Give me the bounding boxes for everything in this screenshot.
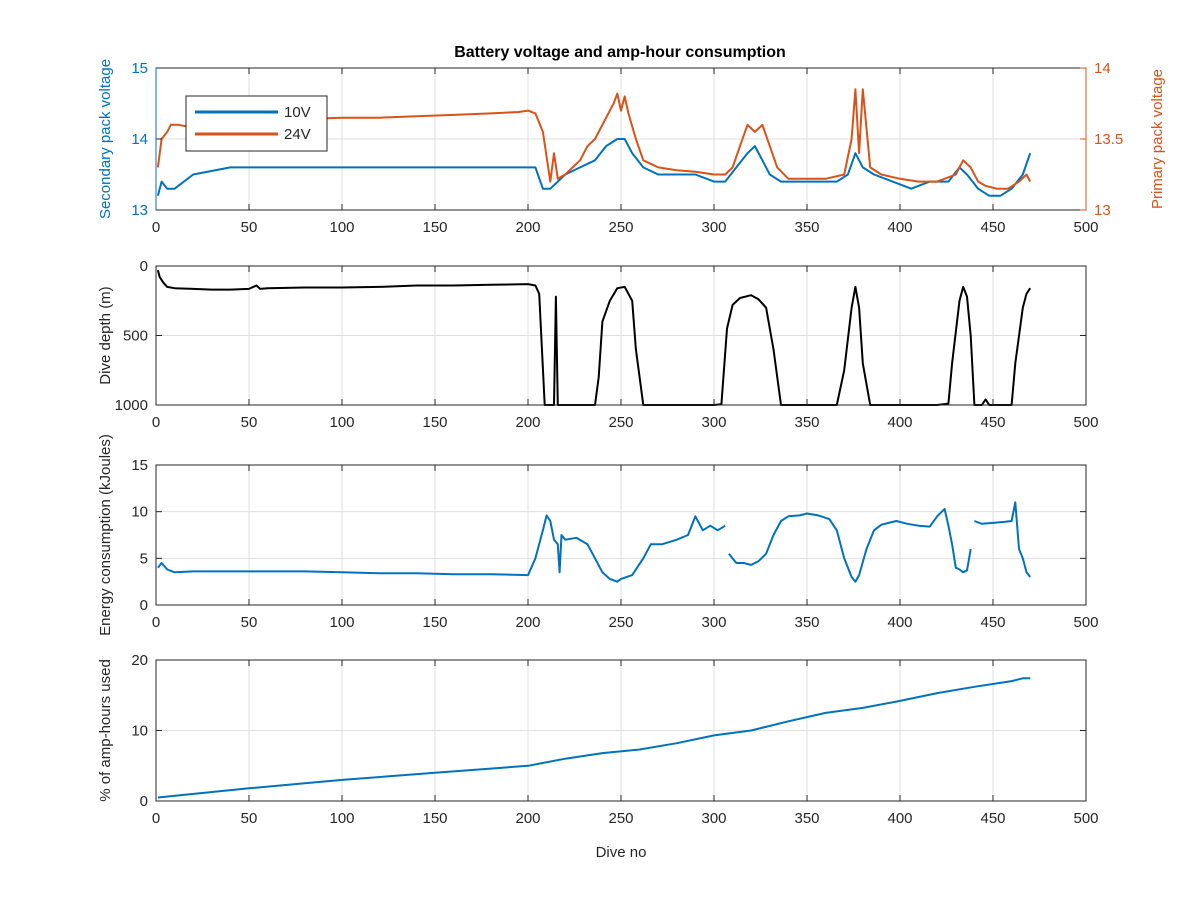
series-line-10v [156, 138, 1032, 197]
y-tick-label: 14 [131, 131, 148, 148]
x-tick-label: 50 [241, 414, 258, 431]
x-tick-label: 0 [152, 219, 160, 236]
y-tick-label: 0 [140, 258, 148, 275]
y-tick-label: 15 [131, 60, 148, 77]
series-line-series-1 [156, 269, 1032, 406]
x-tick-label: 150 [422, 414, 447, 431]
x-tick-label: 0 [152, 414, 160, 431]
series-group [157, 501, 1031, 583]
series-group [156, 88, 1032, 197]
y-tick-label: 10 [131, 504, 148, 521]
y-axis-label: Energy consumption (kJoules) [97, 434, 114, 636]
legend-label-10v: 10V [284, 104, 311, 121]
x-tick-label: 100 [329, 414, 354, 431]
subplot-3: 0 50 100 150 200 250 300 350 400 450 500 0 5 10 15 Ener… [97, 434, 1099, 636]
x-tick-label: 500 [1073, 414, 1098, 431]
x-tick-label: 500 [1073, 810, 1098, 827]
x-tick-label: 100 [329, 810, 354, 827]
figure-title: Battery voltage and amp-hour consumption [454, 44, 786, 61]
x-tick-label: 300 [701, 810, 726, 827]
x-tick-label: 50 [241, 614, 258, 631]
series-line-series-1-segment-1 [157, 514, 726, 583]
x-tick-label: 150 [422, 614, 447, 631]
y-tick-label: 15 [131, 457, 148, 474]
x-tick-label: 100 [329, 219, 354, 236]
x-tick-label: 200 [515, 810, 540, 827]
x-tick-label: 50 [241, 219, 258, 236]
right-tick-label: 14 [1094, 60, 1111, 77]
series-line-series-1-segment-2 [728, 507, 972, 583]
x-tick-label: 400 [887, 614, 912, 631]
x-tick-label: 400 [887, 414, 912, 431]
y-tick-label: 500 [123, 328, 148, 345]
x-tick-label: 150 [422, 219, 447, 236]
x-tick-label: 150 [422, 810, 447, 827]
y-tick-label: 0 [140, 597, 148, 614]
x-tick-label: 100 [329, 614, 354, 631]
x-tick-label: 450 [980, 219, 1005, 236]
subplot-2: 0 50 100 150 200 250 300 350 400 450 500 0 500 1000Di… [97, 258, 1099, 431]
series-group [157, 677, 1031, 799]
x-tick-label: 300 [701, 414, 726, 431]
x-tick-label: 400 [887, 810, 912, 827]
subplot-stack: 0 50 100 150 200 250 300 350 400 450 5001314151313… [97, 59, 1166, 861]
x-tick-label: 200 [515, 219, 540, 236]
subplot-4: 0 50 100 150 200 250 300 350 400 450 500 0 10 20 % of … [97, 652, 1099, 861]
right-tick-label: 13 [1094, 202, 1111, 219]
x-tick-label: 50 [241, 810, 258, 827]
y-axis-label: % of amp-hours used [97, 659, 114, 802]
y-tick-label: 10 [131, 723, 148, 740]
x-tick-label: 350 [794, 614, 819, 631]
y-tick-label: 1000 [115, 397, 148, 414]
x-tick-label: 300 [701, 614, 726, 631]
x-tick-label: 200 [515, 614, 540, 631]
legend-box [185, 95, 328, 152]
series-line-24v [156, 88, 1032, 190]
subplot-1: 0 50 100 150 200 250 300 350 400 450 5001314151313… [97, 59, 1166, 236]
x-tick-label: 0 [152, 614, 160, 631]
x-tick-label: 250 [608, 810, 633, 827]
series-line-series-1 [157, 677, 1031, 799]
x-tick-label: 500 [1073, 219, 1098, 236]
x-tick-label: 350 [794, 810, 819, 827]
x-axis-label: Dive no [596, 844, 647, 861]
x-tick-label: 500 [1073, 614, 1098, 631]
x-tick-label: 200 [515, 414, 540, 431]
y-axis-label: Dive depth (m) [97, 286, 114, 384]
y-tick-label: 13 [131, 202, 148, 219]
series-line-series-1-segment-3 [974, 501, 1031, 578]
x-tick-label: 450 [980, 810, 1005, 827]
x-tick-label: 450 [980, 414, 1005, 431]
x-tick-label: 350 [794, 414, 819, 431]
y-tick-label: 5 [140, 550, 148, 567]
right-axis-label: Primary pack voltage [1149, 69, 1166, 209]
x-tick-label: 400 [887, 219, 912, 236]
x-tick-label: 250 [608, 219, 633, 236]
x-tick-label: 250 [608, 414, 633, 431]
series-group [156, 269, 1032, 406]
x-tick-label: 0 [152, 810, 160, 827]
y-axis-label: Secondary pack voltage [97, 59, 114, 219]
y-tick-label: 20 [131, 652, 148, 669]
right-tick-label: 13.5 [1094, 131, 1123, 148]
x-tick-label: 250 [608, 614, 633, 631]
legend-label-24v: 24V [284, 126, 311, 143]
y-tick-label: 0 [140, 793, 148, 810]
x-tick-label: 300 [701, 219, 726, 236]
x-tick-label: 350 [794, 219, 819, 236]
x-tick-label: 450 [980, 614, 1005, 631]
